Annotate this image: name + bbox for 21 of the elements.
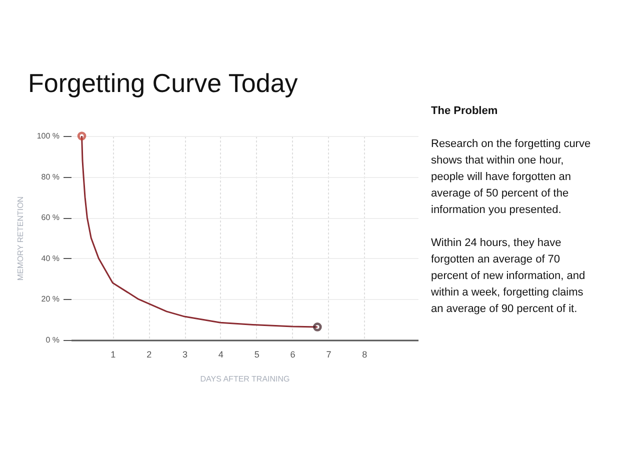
x-tick-label: 7 bbox=[326, 350, 332, 360]
text: The Problem bbox=[431, 105, 498, 117]
y-tick-label: 100 % bbox=[36, 132, 60, 140]
x-tick-label: 4 bbox=[218, 350, 224, 360]
x-axis-title: DAYS AFTER TRAINING bbox=[200, 374, 290, 384]
x-tick-label: 8 bbox=[362, 350, 368, 360]
x-tick-label: 2 bbox=[146, 350, 152, 360]
y-tick-label: 0 % bbox=[46, 336, 60, 344]
line-series bbox=[81, 135, 318, 328]
y-tick-label: 80 % bbox=[41, 172, 60, 182]
x-tick-label: 6 bbox=[290, 350, 296, 360]
chart-title: Forgetting Curve Today bbox=[28, 68, 298, 98]
text: Research on the forgetting curve shows that within one hour, people will have forgotten an average of 50 percent of the information you presented. bbox=[431, 138, 591, 216]
y-axis-title: MEMORY RETENTION bbox=[16, 196, 25, 281]
y-tick-label: 60 % bbox=[41, 213, 60, 222]
x-tick-label: 5 bbox=[254, 350, 260, 360]
x-tick-label: 1 bbox=[110, 350, 116, 360]
y-tick-label: 40 % bbox=[41, 254, 60, 263]
y-tick-label: 20 % bbox=[41, 294, 60, 304]
text: Within 24 hours, they have forgotten an average of 70 percent of new information, and within a week, forgetting claims an average of 90 percent of it. bbox=[430, 237, 586, 315]
x-tick-label: 3 bbox=[182, 350, 188, 360]
